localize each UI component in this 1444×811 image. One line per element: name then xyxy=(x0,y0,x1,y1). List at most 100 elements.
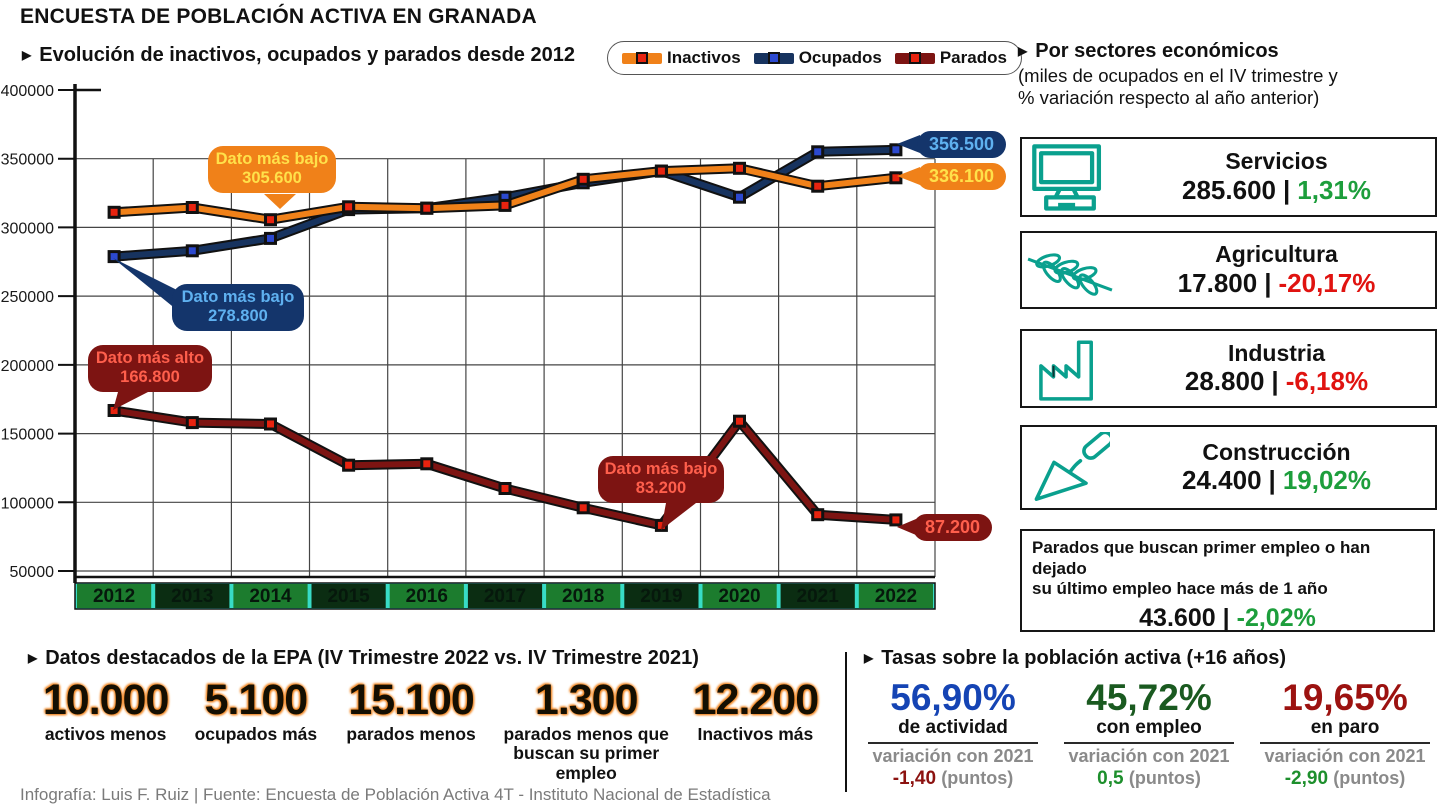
highlight-label: activos menos xyxy=(44,724,167,744)
sector-card-agricultura: Agricultura 17.800 | -20,17% xyxy=(1020,231,1437,309)
sector-number: 17.800 xyxy=(1177,267,1258,298)
y-axis-label: 50000 xyxy=(10,564,55,581)
x-axis-year-label: 2016 xyxy=(406,586,448,607)
x-axis-year-label: 2012 xyxy=(93,586,135,607)
callout-parados-min: Dato más bajo 83.200 xyxy=(598,456,724,503)
triangle-bullet-icon: ▶ xyxy=(28,651,38,665)
legend-label: Parados xyxy=(939,48,1007,67)
rate-empleo: 45,72% con empleo variación con 2021 0,5… xyxy=(1056,679,1242,790)
value-separator: | xyxy=(1268,465,1276,496)
rates-row: 56,90% de actividad variación con 2021 -… xyxy=(860,679,1438,790)
rate-divider xyxy=(1064,742,1234,744)
callout-parados-last: 87.200 xyxy=(913,514,993,541)
year-cell xyxy=(389,584,464,608)
inactivos-line-swatch xyxy=(622,52,662,64)
value-separator: | xyxy=(1264,267,1272,298)
legend-item-inactivos: Inactivos xyxy=(622,48,741,68)
x-axis-year-label: 2015 xyxy=(327,586,370,607)
rates-title-label: Tasas sobre la población activa (+16 año… xyxy=(881,647,1287,669)
sectors-note-line1: (miles de ocupados en el IV trimestre y xyxy=(1018,65,1338,86)
sector-value: 28.800 | -6,18% xyxy=(1118,367,1435,396)
highlight-activos-menos: 10.000 activos menos xyxy=(30,679,181,783)
callout-tail xyxy=(897,167,920,185)
year-cell xyxy=(467,584,543,608)
callout-label: Dato más bajo xyxy=(215,150,329,168)
wheat-icon xyxy=(1022,239,1118,301)
sector-pct: 19,02% xyxy=(1282,465,1371,496)
legend-item-ocupados: Ocupados xyxy=(753,48,882,68)
callout-label: Dato más alto xyxy=(95,349,205,367)
rate-variation-label: variación con 2021 xyxy=(1068,746,1230,766)
callout-tail xyxy=(897,135,920,153)
sector-value: 24.400 | 19,02% xyxy=(1118,466,1435,495)
inactivos-marker-swatch xyxy=(636,52,648,64)
rate-divider xyxy=(1260,742,1430,744)
highlight-label: Inactivos más xyxy=(697,724,814,744)
x-axis-year-label: 2022 xyxy=(875,586,917,607)
triangle-bullet-icon: ▶ xyxy=(1018,44,1028,58)
sector-value: 17.800 | -20,17% xyxy=(1118,267,1435,298)
rate-change-value: -2,90 xyxy=(1284,768,1329,789)
rate-actividad: 56,90% de actividad variación con 2021 -… xyxy=(860,679,1046,790)
rate-divider xyxy=(868,742,1038,744)
rate-change: 0,5 (puntos) xyxy=(1056,768,1242,790)
highlight-label: parados menos xyxy=(346,724,476,744)
y-axis-label: 300000 xyxy=(1,220,54,237)
parados-box-number: 43.600 xyxy=(1139,604,1216,633)
rate-paro: 19,65% en paro variación con 2021 -2,90 … xyxy=(1252,679,1438,790)
triangle-bullet-icon: ▶ xyxy=(864,651,874,665)
x-axis-year-label: 2020 xyxy=(718,586,760,607)
year-cell xyxy=(155,584,230,608)
x-axis-year-label: 2019 xyxy=(640,586,682,607)
sector-pct: 1,31% xyxy=(1297,174,1371,205)
year-cell xyxy=(702,584,777,608)
year-cell xyxy=(858,584,933,608)
trowel-icon xyxy=(1022,431,1118,504)
y-axis-label: 400000 xyxy=(1,83,54,100)
computer-icon xyxy=(1022,143,1118,211)
callout-tail xyxy=(113,258,177,310)
callout-label: Dato más bajo xyxy=(604,460,718,478)
rates-title: ▶ Tasas sobre la población activa (+16 a… xyxy=(864,647,1286,670)
epa-line-chart: 50000 100000 150000 200000 250000 300000 35000… xyxy=(1,83,936,610)
callout-inactivos-last: 336.100 xyxy=(917,163,1007,190)
ocupados-line-swatch xyxy=(753,52,794,64)
year-cell xyxy=(311,584,386,608)
highlight-parados-menos: 15.100 parados menos xyxy=(331,679,492,783)
parados-line-swatch xyxy=(894,52,935,64)
value-separator: | xyxy=(1282,174,1291,205)
chart-subtitle-label: Evolución de inactivos, ocupados y parad… xyxy=(39,44,575,66)
rate-variation-label: variación con 2021 xyxy=(1264,746,1426,766)
highlights-row: 10.000 activos menos 5.100 ocupados más … xyxy=(30,679,830,783)
sector-pct: -6,18% xyxy=(1285,366,1369,397)
parados-primer-empleo-box: Parados que buscan primer empleo o han d… xyxy=(1020,529,1435,632)
x-axis-year-label: 2021 xyxy=(797,586,840,607)
legend-label: Inactivos xyxy=(667,48,741,67)
bottom-section-divider xyxy=(845,652,847,792)
sectors-section: ▶ Por sectores económicos (miles de ocup… xyxy=(1018,40,1440,109)
chart-subtitle: ▶ Evolución de inactivos, ocupados y par… xyxy=(22,44,575,67)
value-separator: | xyxy=(1271,366,1279,397)
year-cell xyxy=(546,584,621,608)
value-separator: | xyxy=(1222,604,1230,633)
highlight-inactivos-mas: 12.200 Inactivos más xyxy=(681,679,830,783)
y-axis-label: 200000 xyxy=(1,358,54,375)
sector-number: 28.800 xyxy=(1184,366,1265,397)
highlight-value: 1.300 xyxy=(534,676,639,724)
y-axis-label: 100000 xyxy=(1,495,54,512)
rate-change-value: -1,40 xyxy=(892,768,937,789)
factory-icon xyxy=(1022,336,1118,402)
x-axis-year-label: 2014 xyxy=(249,586,292,607)
callout-label: Dato más bajo xyxy=(181,288,295,306)
rate-change: -1,40 (puntos) xyxy=(860,768,1046,790)
sector-number: 24.400 xyxy=(1182,465,1262,496)
rate-change: -2,90 (puntos) xyxy=(1252,768,1438,790)
highlights-title-label: Datos destacados de la EPA (IV Trimestre… xyxy=(45,647,699,669)
rate-label: con empleo xyxy=(1096,717,1202,738)
highlight-value: 5.100 xyxy=(204,676,309,724)
year-cell xyxy=(233,584,308,608)
rate-value: 19,65% xyxy=(1282,677,1408,718)
callout-ocupados-last: 356.500 xyxy=(917,131,1007,158)
rate-change-unit: (puntos) xyxy=(1128,768,1201,788)
parados-box-line2: su último empleo hace más de 1 año xyxy=(1032,579,1328,599)
